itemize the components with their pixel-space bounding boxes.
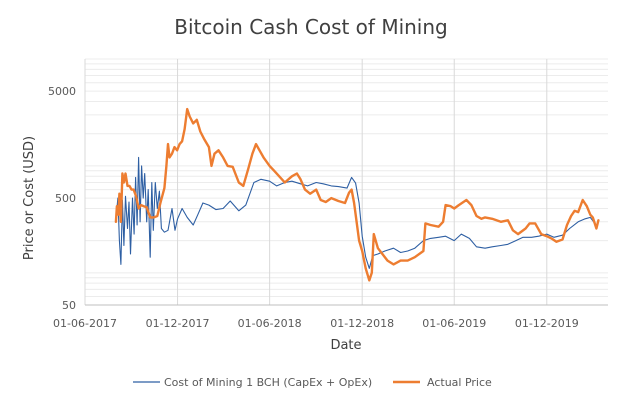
x-tick-label: 01-12-2018 xyxy=(330,317,394,330)
y-axis-title: Price or Cost (USD) xyxy=(22,136,37,260)
legend-label-cost: Cost of Mining 1 BCH (CapEx + OpEx) xyxy=(164,376,372,389)
y-tick-labels: 50 500 5000 xyxy=(48,85,76,312)
series-line-cost-of-mining xyxy=(115,156,596,269)
x-axis-title: Date xyxy=(330,338,361,353)
x-tick-label: 01-12-2019 xyxy=(515,317,579,330)
x-tick-label: 01-06-2017 xyxy=(53,317,117,330)
legend-label-price: Actual Price xyxy=(427,376,492,389)
y-tick-label: 500 xyxy=(55,192,76,205)
series-line-actual-price xyxy=(114,107,600,282)
x-tick-label: 01-12-2017 xyxy=(146,317,210,330)
chart-title: Bitcoin Cash Cost of Mining xyxy=(174,15,448,39)
x-tick-labels: 01-06-2017 01-12-2017 01-06-2018 01-12-2018… xyxy=(53,317,579,330)
x-tick-label: 01-06-2019 xyxy=(422,317,486,330)
y-tick-label: 5000 xyxy=(48,85,76,98)
x-tick-label: 01-06-2018 xyxy=(238,317,302,330)
y-tick-label: 50 xyxy=(62,299,76,312)
gridlines xyxy=(84,58,608,306)
legend: Cost of Mining 1 BCH (CapEx + OpEx) Actu… xyxy=(133,376,492,389)
series-layer xyxy=(114,107,600,282)
